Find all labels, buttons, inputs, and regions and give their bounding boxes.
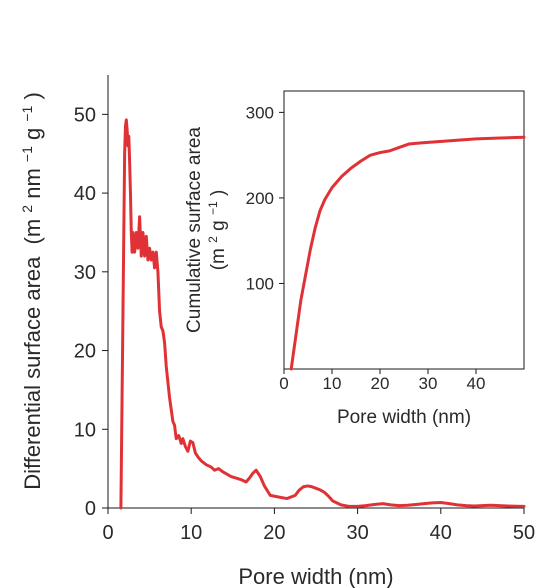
inset-x-tick-label-3: 30 bbox=[419, 374, 438, 393]
inset-x-tick-label-1: 10 bbox=[323, 374, 342, 393]
inset-series-line bbox=[289, 135, 526, 371]
main-y-tick-label-5: 50 bbox=[74, 104, 96, 126]
main-x-tick-label-2: 20 bbox=[263, 522, 285, 544]
main-x-tick-label-4: 40 bbox=[430, 522, 452, 544]
main-y-axis-title: Differential surface area (m 2 nm −1 g −… bbox=[19, 92, 45, 490]
main-x-tick-label-0: 0 bbox=[102, 522, 113, 544]
main-x-ticks: 0 10 20 30 40 50 bbox=[102, 508, 535, 544]
inset-x-tick-label-4: 40 bbox=[467, 374, 486, 393]
main-y-title-sup-minus1-a: −1 bbox=[19, 146, 35, 162]
inset-x-tick-label-2: 20 bbox=[371, 374, 390, 393]
inset-y-tick-label-1: 200 bbox=[246, 189, 274, 208]
inset-y-ticks: 100 200 300 bbox=[246, 103, 284, 293]
main-y-tick-label-2: 20 bbox=[74, 341, 96, 363]
main-x-tick-label-3: 30 bbox=[346, 522, 368, 544]
inset-x-axis-title: Pore width (nm) bbox=[337, 407, 471, 428]
main-y-title-main: Differential surface area bbox=[20, 256, 45, 490]
inset-y-title-sup-2: 2 bbox=[206, 236, 220, 243]
main-y-title-unit-open: (m bbox=[20, 219, 45, 245]
inset-y-axis-title-line-1: Cumulative surface area bbox=[184, 127, 205, 333]
main-y-tick-label-1: 10 bbox=[74, 419, 96, 441]
main-y-title-nm: nm bbox=[20, 168, 45, 199]
main-series-line bbox=[119, 118, 526, 510]
main-y-tick-label-3: 30 bbox=[74, 262, 96, 284]
main-y-title-unit-close: ) bbox=[20, 92, 45, 99]
main-y-tick-label-0: 0 bbox=[85, 498, 96, 520]
main-x-axis-title: Pore width (nm) bbox=[238, 564, 393, 588]
inset-y-title-unit-close: ) bbox=[208, 190, 229, 196]
main-y-ticks: 0 10 20 30 40 50 bbox=[74, 104, 108, 520]
inset-y-tick-label-2: 300 bbox=[246, 103, 274, 122]
inset-y-title-g: g bbox=[208, 220, 229, 231]
inset-y-title-sup-minus1: −1 bbox=[206, 201, 220, 215]
main-y-title-g: g bbox=[20, 128, 45, 140]
inset-frame bbox=[283, 90, 525, 370]
inset-x-tick-label-0: 0 bbox=[279, 374, 288, 393]
inset-y-axis-title-line-2: (m 2 g −1 ) bbox=[206, 190, 229, 271]
main-y-title-sup-minus1-b: −1 bbox=[19, 105, 35, 121]
inset-y-tick-label-0: 100 bbox=[246, 274, 274, 293]
inset-x-ticks: 0 10 20 30 40 bbox=[279, 369, 485, 393]
inset-y-title-unit-open: (m bbox=[208, 248, 229, 270]
main-x-tick-label-5: 50 bbox=[513, 522, 535, 544]
main-y-title-sup-2: 2 bbox=[19, 205, 35, 213]
inset-plot: 0 10 20 30 40 100 200 300 Pore width (nm) Cumu… bbox=[184, 90, 526, 428]
main-y-tick-label-4: 40 bbox=[74, 183, 96, 205]
main-x-tick-label-1: 10 bbox=[180, 522, 202, 544]
